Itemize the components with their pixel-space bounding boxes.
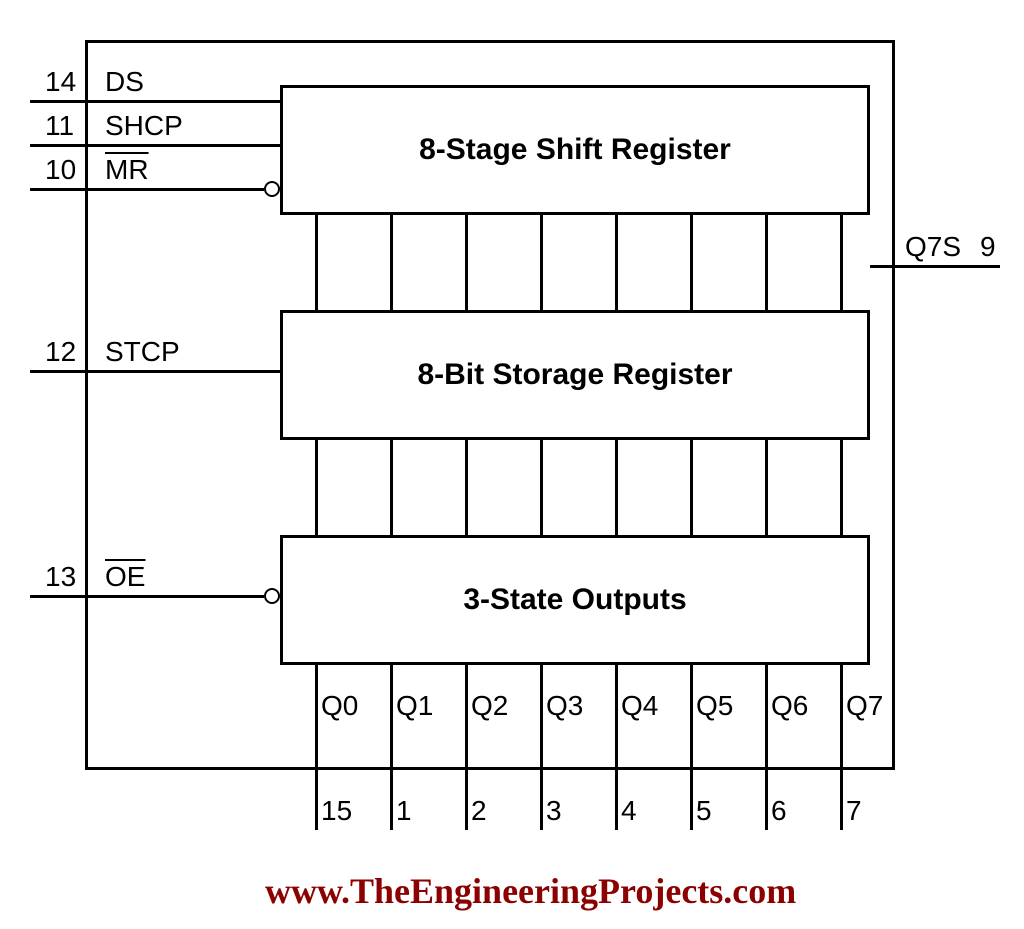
pin-tick-12 [85, 370, 87, 380]
pin-number-7: 7 [846, 795, 862, 827]
q-label-Q1: Q1 [396, 690, 433, 722]
pin-number-13: 13 [45, 561, 76, 593]
bus-line-1-6 [765, 440, 768, 535]
pin-tick-9 [893, 265, 895, 275]
pin-number-11: 11 [45, 110, 74, 142]
bus-line-1-5 [690, 440, 693, 535]
shift-register-block: 8-Stage Shift Register [280, 85, 870, 215]
bus-line-0-1 [390, 215, 393, 310]
output-line-Q0 [315, 665, 318, 830]
pin-number-9: 9 [980, 231, 996, 263]
storage-register-block: 8-Bit Storage Register [280, 310, 870, 440]
bus-line-0-4 [615, 215, 618, 310]
q-label-Q3: Q3 [546, 690, 583, 722]
output-line-Q7 [840, 665, 843, 830]
output-line-Q6 [765, 665, 768, 830]
pin-number-3: 3 [546, 795, 562, 827]
output-line-Q3 [540, 665, 543, 830]
pin-number-4: 4 [621, 795, 637, 827]
input-line-MR [30, 188, 264, 191]
diagram-canvas: 8-Stage Shift Register 8-Bit Storage Reg… [0, 0, 1024, 929]
q-label-Q7: Q7 [846, 690, 883, 722]
pin-tick-14 [85, 100, 87, 110]
q-label-Q0: Q0 [321, 690, 358, 722]
shift-register-label: 8-Stage Shift Register [419, 133, 731, 167]
pin-name-STCP: STCP [105, 336, 180, 368]
pin-name-Q7S: Q7S [905, 231, 961, 263]
pin-tick-13 [85, 595, 87, 605]
output-line-Q2 [465, 665, 468, 830]
input-line-OE [30, 595, 264, 598]
pin-number-12: 12 [45, 336, 76, 368]
q-label-Q2: Q2 [471, 690, 508, 722]
output-line-q7s [870, 265, 1000, 268]
q-label-Q4: Q4 [621, 690, 658, 722]
output-line-Q5 [690, 665, 693, 830]
bus-line-0-0 [315, 215, 318, 310]
bus-line-0-6 [765, 215, 768, 310]
bus-line-1-0 [315, 440, 318, 535]
pin-tick-10 [85, 188, 87, 198]
pin-number-10: 10 [45, 154, 76, 186]
pin-name-OE: OE [105, 561, 145, 593]
bus-line-0-7 [840, 215, 843, 310]
output-line-Q1 [390, 665, 393, 830]
outputs-label: 3-State Outputs [463, 583, 686, 617]
pin-number-1: 1 [396, 795, 412, 827]
outputs-block: 3-State Outputs [280, 535, 870, 665]
pin-number-5: 5 [696, 795, 712, 827]
pin-number-2: 2 [471, 795, 487, 827]
input-line-SHCP [30, 144, 280, 147]
watermark-text: www.TheEngineeringProjects.com [265, 870, 796, 912]
pin-name-MR: MR [105, 154, 149, 186]
bus-line-0-5 [690, 215, 693, 310]
bus-line-1-3 [540, 440, 543, 535]
inversion-bubble-MR [264, 181, 280, 197]
pin-tick-11 [85, 144, 87, 154]
input-line-DS [30, 100, 280, 103]
input-line-STCP [30, 370, 280, 373]
storage-register-label: 8-Bit Storage Register [417, 358, 732, 392]
pin-name-SHCP: SHCP [105, 110, 183, 142]
pin-name-DS: DS [105, 66, 144, 98]
pin-number-15: 15 [321, 795, 352, 827]
q-label-Q5: Q5 [696, 690, 733, 722]
bus-line-1-4 [615, 440, 618, 535]
pin-number-6: 6 [771, 795, 787, 827]
q-label-Q6: Q6 [771, 690, 808, 722]
bus-line-0-3 [540, 215, 543, 310]
inversion-bubble-OE [264, 588, 280, 604]
bus-line-1-2 [465, 440, 468, 535]
output-line-Q4 [615, 665, 618, 830]
bus-line-1-7 [840, 440, 843, 535]
pin-number-14: 14 [45, 66, 76, 98]
bus-line-1-1 [390, 440, 393, 535]
bus-line-0-2 [465, 215, 468, 310]
